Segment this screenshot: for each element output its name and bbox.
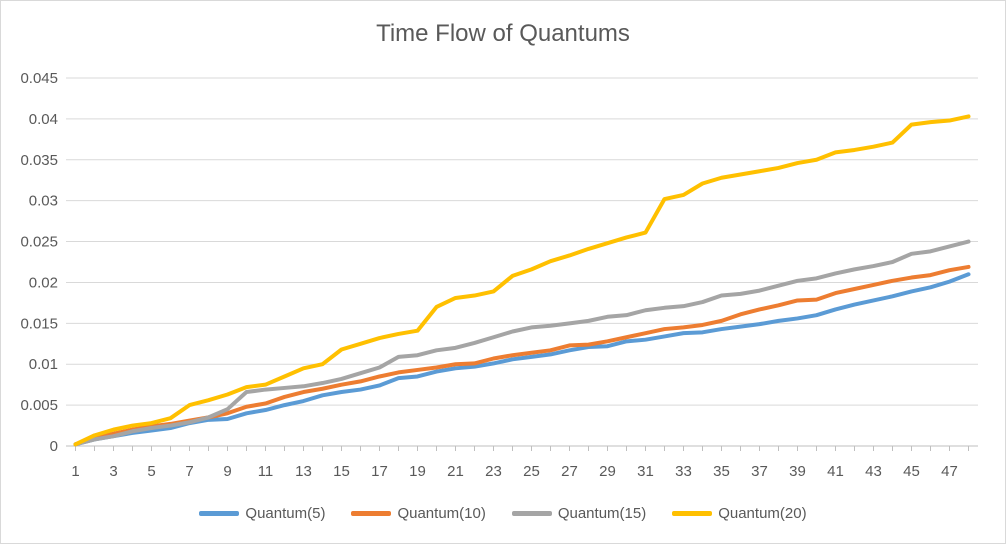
- x-tick-label: 7: [185, 463, 193, 480]
- x-tick-label: 27: [561, 463, 578, 480]
- legend-label: Quantum(5): [245, 505, 325, 522]
- y-tick-label: 0.035: [20, 152, 58, 169]
- x-tick-label: 33: [675, 463, 692, 480]
- x-tick-label: 37: [751, 463, 768, 480]
- x-tick-label: 45: [903, 463, 920, 480]
- x-tick-label: 1: [71, 463, 79, 480]
- legend-label: Quantum(10): [397, 505, 485, 522]
- y-tick-label: 0.01: [29, 356, 58, 373]
- x-tick-label: 11: [258, 463, 274, 480]
- legend-label: Quantum(15): [558, 505, 646, 522]
- x-tick-label: 31: [637, 463, 654, 480]
- y-tick-label: 0.025: [20, 234, 58, 251]
- y-tick-label: 0.015: [20, 315, 58, 332]
- x-tick-label: 5: [147, 463, 155, 480]
- x-tick-label: 25: [523, 463, 540, 480]
- y-tick-label: 0: [50, 438, 58, 455]
- series-line: [76, 116, 969, 444]
- y-tick-label: 0.02: [29, 274, 58, 291]
- x-tick-label: 19: [409, 463, 426, 480]
- x-tick-label: 29: [599, 463, 616, 480]
- legend-item: Quantum(15): [512, 505, 646, 522]
- x-tick-label: 21: [447, 463, 464, 480]
- legend-item: Quantum(5): [199, 505, 325, 522]
- x-tick-label: 9: [223, 463, 231, 480]
- y-tick-label: 0.03: [29, 193, 58, 210]
- x-tick-label: 23: [485, 463, 502, 480]
- legend-swatch: [672, 511, 712, 516]
- x-tick-label: 39: [789, 463, 806, 480]
- legend-item: Quantum(10): [351, 505, 485, 522]
- y-tick-label: 0.045: [20, 70, 58, 87]
- legend-swatch: [512, 511, 552, 516]
- y-tick-label: 0.005: [20, 397, 58, 414]
- y-tick-label: 0.04: [29, 111, 58, 128]
- x-tick-label: 13: [295, 463, 312, 480]
- x-tick-label: 41: [827, 463, 844, 480]
- legend-label: Quantum(20): [718, 505, 806, 522]
- x-tick-label: 17: [371, 463, 388, 480]
- x-tick-label: 43: [865, 463, 882, 480]
- legend-swatch: [351, 511, 391, 516]
- x-tick-label: 3: [109, 463, 117, 480]
- x-tick-label: 47: [941, 463, 958, 480]
- legend-item: Quantum(20): [672, 505, 806, 522]
- chart-legend: Quantum(5) Quantum(10) Quantum(15) Quantum(…: [0, 500, 1006, 526]
- x-tick-label: 15: [333, 463, 350, 480]
- legend-swatch: [199, 511, 239, 516]
- x-tick-label: 35: [713, 463, 730, 480]
